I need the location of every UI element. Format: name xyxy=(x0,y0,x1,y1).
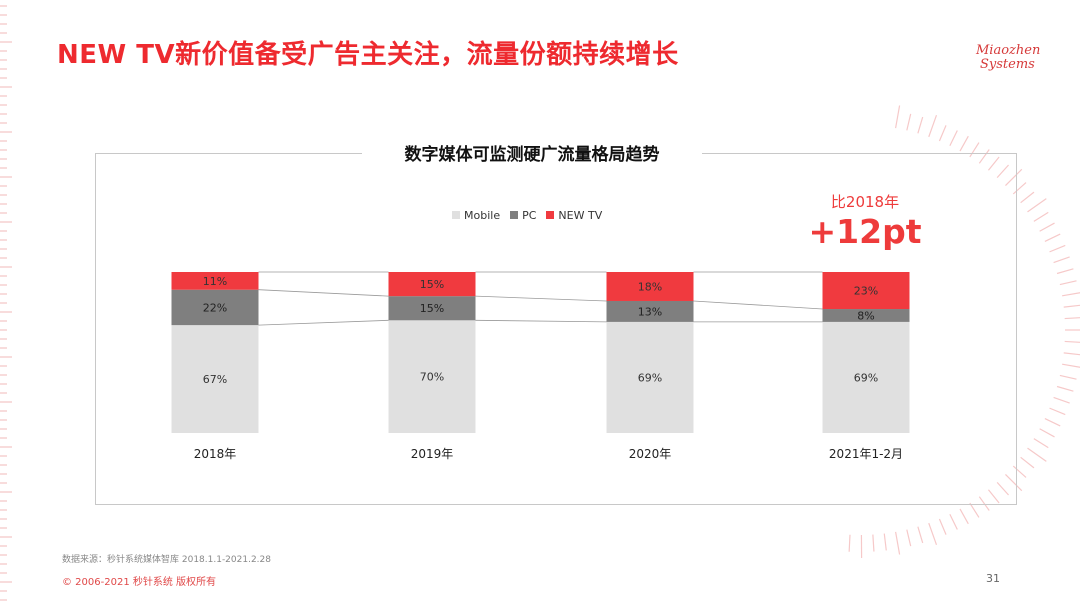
legend-item-mobile: Mobile xyxy=(452,209,500,222)
bar-new-tv-0 xyxy=(171,272,259,290)
callout-value: +12pt xyxy=(808,212,922,251)
bar-mobile-1 xyxy=(388,320,476,433)
x-tick-label-0: 2018年 xyxy=(194,447,237,461)
callout-caption: 比2018年 xyxy=(830,193,900,211)
legend-swatch-new-tv xyxy=(546,211,555,219)
data-label-mobile-2: 69% xyxy=(638,371,662,384)
logo-line2: Systems xyxy=(980,57,1035,72)
legend-label-mobile: Mobile xyxy=(464,208,501,222)
bar-pc-3 xyxy=(822,309,910,322)
series-line-0-1 xyxy=(475,319,607,323)
company-logo: Miaozhen Systems xyxy=(976,44,1046,84)
bar-new-tv-2 xyxy=(606,272,694,301)
copyright-note: © 2006-2021 秒针系统 版权所有 xyxy=(62,577,217,588)
bar-mobile-0 xyxy=(171,325,259,433)
data-label-mobile-3: 69% xyxy=(854,371,878,384)
growth-callout: 比2018年 +12pt xyxy=(790,192,940,252)
bar-mobile-3 xyxy=(822,321,910,433)
x-tick-label-2: 2020年 xyxy=(629,447,672,461)
bar-pc-0 xyxy=(171,289,259,326)
page-title: NEW TV新价值备受广告主关注，流量份额持续增长 xyxy=(57,40,679,70)
logo-line1: Miaozhen xyxy=(976,43,1041,58)
data-label-new-tv-2: 18% xyxy=(638,280,662,293)
data-label-pc-0: 22% xyxy=(203,301,227,314)
legend-item-new-tv: NEW TV xyxy=(546,209,602,222)
data-label-mobile-0: 67% xyxy=(203,373,227,386)
legend-label-new-tv: NEW TV xyxy=(558,208,603,222)
legend-label-pc: PC xyxy=(522,208,537,222)
chart-legend: Mobile PC NEW TV xyxy=(452,207,602,223)
series-line-0-0 xyxy=(258,319,389,326)
data-label-new-tv-1: 15% xyxy=(420,278,444,291)
left-ruler-decoration xyxy=(0,5,12,601)
bar-pc-1 xyxy=(388,296,476,321)
data-label-pc-3: 8% xyxy=(857,309,874,322)
bar-new-tv-1 xyxy=(388,272,476,297)
chart-title: 数字媒体可监测硬广流量格局趋势 xyxy=(362,141,702,169)
data-source-note: 数据来源：秒针系统媒体智库 2018.1.1-2021.2.28 xyxy=(62,555,271,565)
series-line-1-2 xyxy=(693,300,823,310)
bar-new-tv-3 xyxy=(822,272,910,310)
page-number: 31 xyxy=(986,572,1000,585)
data-label-new-tv-0: 11% xyxy=(203,275,227,288)
legend-item-pc: PC xyxy=(510,209,536,222)
bar-pc-2 xyxy=(606,300,694,322)
x-tick-label-1: 2019年 xyxy=(411,447,454,461)
series-line-1-1 xyxy=(475,295,607,302)
x-tick-label-3: 2021年1-2月 xyxy=(829,447,903,461)
data-label-new-tv-3: 23% xyxy=(854,285,878,298)
data-label-pc-1: 15% xyxy=(420,302,444,315)
bar-mobile-2 xyxy=(606,321,694,433)
legend-swatch-mobile xyxy=(452,211,460,219)
data-label-pc-2: 13% xyxy=(638,305,662,318)
legend-swatch-pc xyxy=(510,211,519,219)
series-line-1-0 xyxy=(258,289,389,297)
data-label-mobile-1: 70% xyxy=(420,371,444,384)
